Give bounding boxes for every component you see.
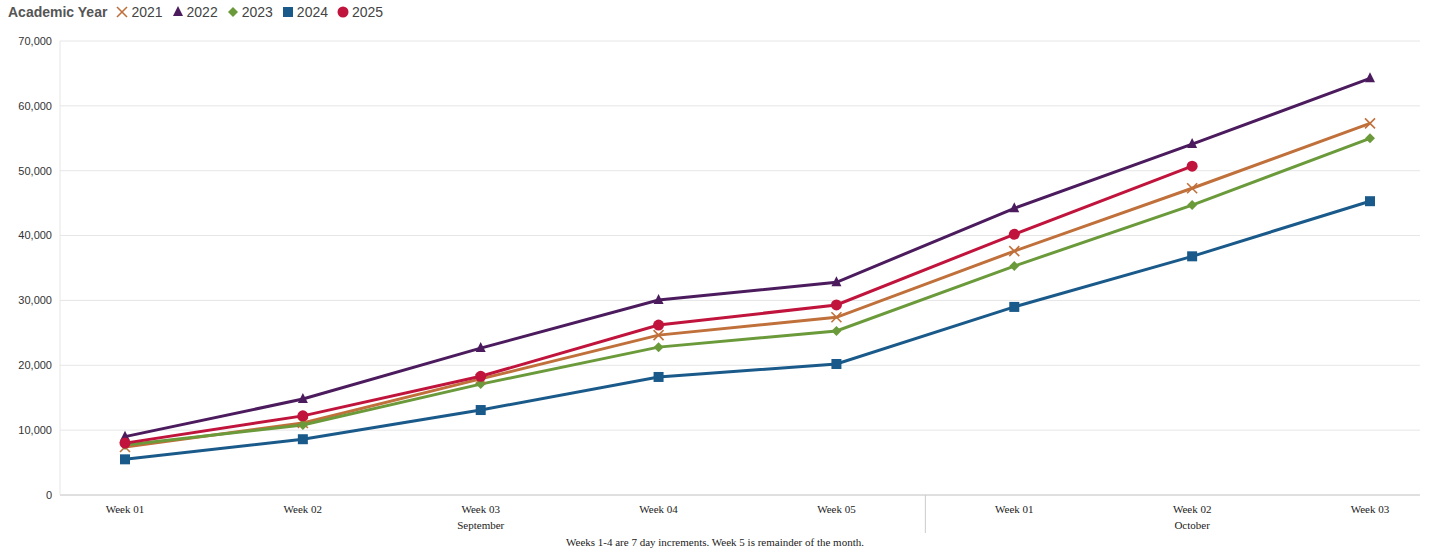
- html-text:Academic Year: Academic Year: [8, 4, 108, 20]
- svg-text:Week 02: Week 02: [1173, 503, 1212, 515]
- html-text:2023: 2023: [241, 4, 273, 20]
- svg-text:Week 04: Week 04: [639, 503, 678, 515]
- svg-text:September: September: [457, 519, 504, 531]
- html-text:2021: 2021: [131, 4, 163, 20]
- svg-text:Week 01: Week 01: [995, 503, 1034, 515]
- svg-text:10,000: 10,000: [18, 424, 52, 436]
- svg-text:October: October: [1174, 519, 1210, 531]
- svg-text:0: 0: [46, 489, 52, 501]
- svg-text:50,000: 50,000: [18, 165, 52, 177]
- html-text:2022: 2022: [186, 4, 218, 20]
- svg-text:30,000: 30,000: [18, 294, 52, 306]
- svg-text:Week 03: Week 03: [1351, 503, 1390, 515]
- svg-text:40,000: 40,000: [18, 229, 52, 241]
- svg-text:70,000: 70,000: [18, 35, 52, 47]
- svg-text:Week 05: Week 05: [817, 503, 856, 515]
- html-text:2025: 2025: [352, 4, 384, 20]
- svg-text:20,000: 20,000: [18, 359, 52, 371]
- html-text:2024: 2024: [296, 4, 328, 20]
- svg-text:Week 02: Week 02: [284, 503, 323, 515]
- svg-text:Week 01: Week 01: [106, 503, 145, 515]
- svg-text:Week 03: Week 03: [461, 503, 500, 515]
- html-text:Weeks 1-4 are 7 day increments: Weeks 1-4 are 7 day increments. Week 5 i…: [566, 536, 864, 548]
- svg-text:60,000: 60,000: [18, 100, 52, 112]
